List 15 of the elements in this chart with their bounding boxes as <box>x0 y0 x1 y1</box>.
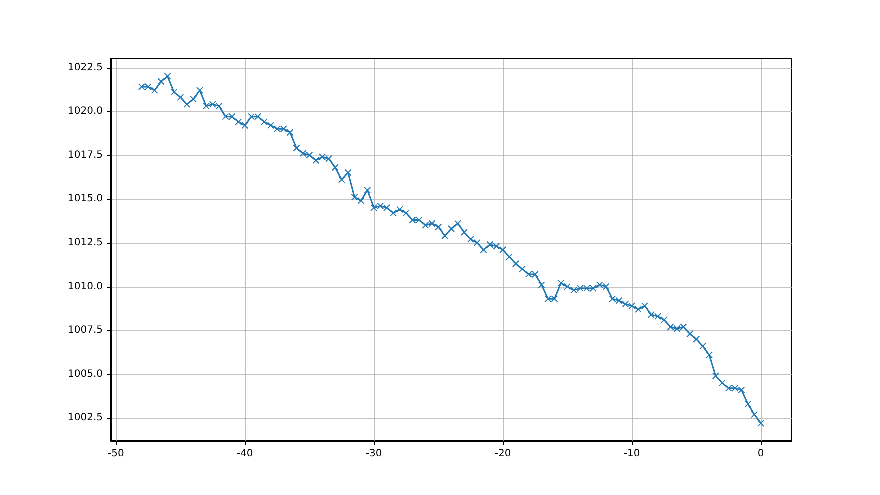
y-tick-label: 1007.5 <box>68 325 103 336</box>
x-tick-label: -20 <box>494 448 512 460</box>
x-tick-label: -40 <box>236 448 254 460</box>
y-tick-label: 1002.5 <box>68 412 103 424</box>
x-tick-label: 0 <box>758 448 764 460</box>
y-tick-label: 1005.0 <box>68 368 103 380</box>
y-tick-label: 1010.0 <box>68 281 103 292</box>
x-tick-label: -10 <box>624 448 640 460</box>
x-tick-label: -30 <box>366 448 382 460</box>
y-tick-label: 1017.5 <box>68 150 103 161</box>
y-tick-label: 1022.5 <box>68 62 103 74</box>
y-tick-label: 1020.0 <box>68 106 103 118</box>
y-tick-label: 1015.0 <box>68 194 103 205</box>
y-tick-label: 1012.5 <box>68 237 103 248</box>
x-tick-label: -50 <box>108 448 124 460</box>
